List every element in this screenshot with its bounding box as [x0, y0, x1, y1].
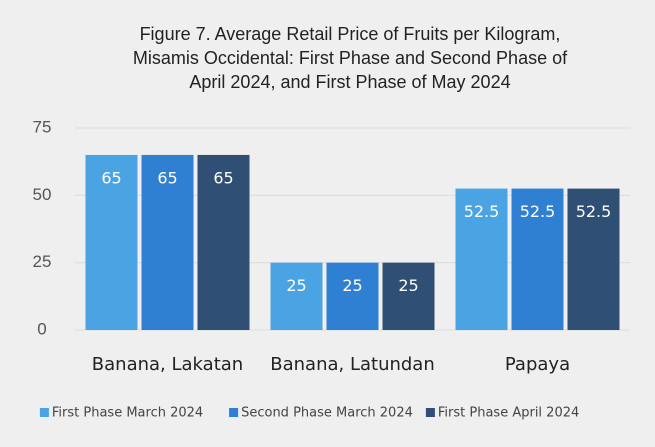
x-tick-label: Banana, Latundan — [270, 354, 435, 375]
y-tick-label: 50 — [33, 185, 52, 204]
x-tick-label: Papaya — [505, 354, 570, 375]
bar — [567, 188, 620, 330]
chart-title: Figure 7. Average Retail Price of Fruits… — [132, 24, 568, 92]
bar — [141, 154, 194, 330]
y-tick-label: 25 — [33, 252, 52, 271]
bar — [197, 154, 250, 330]
legend-label: First Phase April 2024 — [438, 406, 579, 421]
value-label: 65 — [101, 168, 121, 187]
legend-swatch — [229, 408, 239, 417]
bar — [455, 188, 508, 330]
legend-swatch — [425, 408, 435, 417]
bar — [85, 154, 138, 330]
bar — [511, 188, 564, 330]
bar — [382, 262, 435, 330]
value-label: 52.5 — [520, 202, 556, 221]
bar — [326, 262, 379, 330]
value-label: 65 — [157, 168, 177, 187]
value-label: 52.5 — [464, 202, 500, 221]
value-label: 25 — [286, 276, 306, 295]
legend-label: Second Phase March 2024 — [241, 406, 413, 421]
legend-swatch — [39, 408, 49, 417]
value-label: 25 — [342, 276, 362, 295]
bar — [270, 262, 323, 330]
x-tick-label: Banana, Lakatan — [92, 354, 243, 375]
value-label: 25 — [398, 276, 418, 295]
value-label: 52.5 — [576, 202, 612, 221]
legend-label: First Phase March 2024 — [52, 406, 203, 421]
y-tick-label: 0 — [37, 319, 46, 338]
y-tick-label: 75 — [33, 117, 52, 136]
value-label: 65 — [213, 168, 233, 187]
